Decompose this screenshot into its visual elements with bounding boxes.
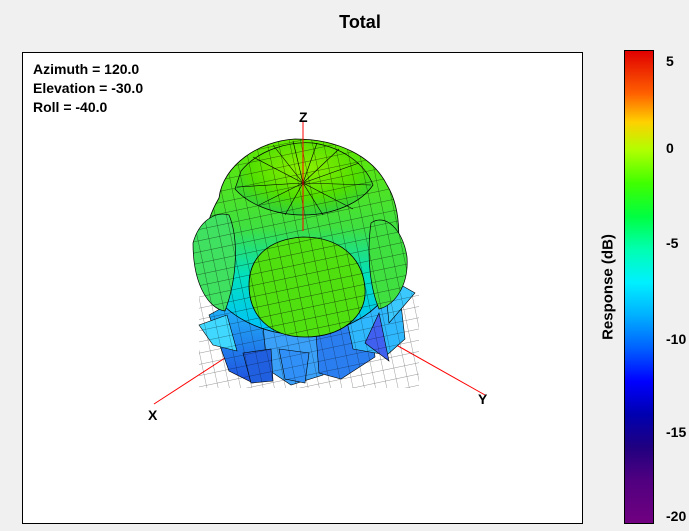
y-axis-label: Y <box>478 391 488 407</box>
colorbar-label: Response (dB) <box>599 234 617 340</box>
colorbar-tick: -15 <box>666 424 687 440</box>
colorbar <box>624 50 654 524</box>
plot-title: Total <box>339 12 381 32</box>
x-axis-label: X <box>148 407 158 423</box>
colorbar-tick: -5 <box>666 235 679 251</box>
radiation-pattern-3d <box>153 121 486 405</box>
colorbar-tick: 5 <box>666 53 674 69</box>
elevation-readout: Elevation = -30.0 <box>33 80 144 96</box>
pattern-plot-area[interactable]: Azimuth = 120.0 Elevation = -30.0 Roll =… <box>22 52 583 524</box>
colorbar-tick: 0 <box>666 140 674 156</box>
colorbar-tick: -10 <box>666 331 687 347</box>
roll-readout: Roll = -40.0 <box>33 99 108 115</box>
z-axis-label: Z <box>299 109 308 125</box>
colorbar-tick: -20 <box>666 508 687 524</box>
main-lobe <box>192 121 408 338</box>
azimuth-readout: Azimuth = 120.0 <box>33 61 140 77</box>
